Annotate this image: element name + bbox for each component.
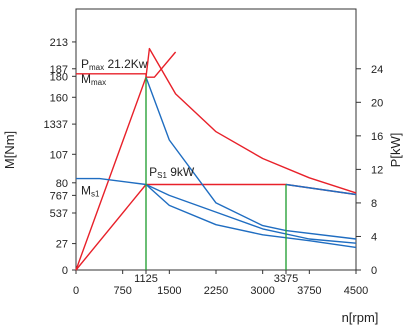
x-tick-label-5: 3000 [250,285,274,297]
right-tick-label-0: 0 [371,265,377,277]
right-tick-label-4: 16 [371,131,383,143]
left-tick-label-0: 0 [62,265,68,277]
annotation-2: PS1 9kW [149,165,195,180]
left-tick-label-1: 27 [56,239,68,251]
x-tick-label-3: 1500 [157,285,181,297]
series-line-2 [75,183,357,271]
left-tick-label-7: 160 [50,92,68,104]
x-tick-label-6: 3375 [274,273,298,285]
plot-frame [75,8,357,271]
left-tick-label-3: 767 [50,190,68,202]
left-tick-label-9: 187 [50,64,68,76]
x-tick-label-2: 1125 [134,273,158,285]
left-tick-label-5: 107 [50,149,68,161]
x-tick-label-1: 750 [113,285,131,297]
x-tick-label-8: 4500 [344,285,368,297]
series-line-4 [76,177,357,249]
x-tick-label-7: 3750 [297,285,321,297]
series-layer [75,47,357,271]
x-tick-label-4: 2250 [204,285,228,297]
series-line-5 [145,76,357,240]
annotation-0: Pmax 21.2Kw [81,57,148,72]
right-tick-label-6: 24 [371,64,383,76]
left-tick-label-2: 537 [50,208,68,220]
x-axis-title: n[rpm] [342,310,379,325]
annotation-1: Mmax [81,72,106,87]
left-tick-label-8: 180 [50,71,68,83]
right-tick-label-3: 12 [371,164,383,176]
right-y-axis-title: P[kW] [388,133,403,168]
right-tick-label-2: 8 [371,198,377,210]
left-tick-label-6: 1337 [44,119,68,131]
x-tick-label-0: 0 [73,285,79,297]
series-line-3 [146,51,177,78]
right-tick-label-1: 4 [371,231,377,243]
series-line-6 [145,183,357,244]
right-tick-label-5: 20 [371,97,383,109]
left-tick-label-4: 80 [56,178,68,190]
series-line-1 [75,47,357,271]
left-y-axis-title: M[Nm] [2,131,17,169]
series-line-7 [285,183,357,196]
left-tick-label-10: 213 [50,37,68,49]
annotation-3: Ms1 [81,184,100,199]
